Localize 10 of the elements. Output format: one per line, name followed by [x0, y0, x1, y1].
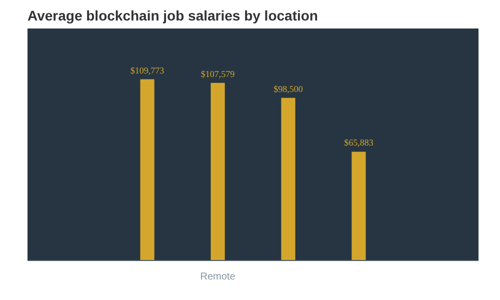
bar: [281, 98, 296, 260]
data-label: $65,883: [344, 138, 374, 148]
data-label: $109,773: [130, 65, 165, 76]
x-tick-label: Remote: [200, 272, 236, 282]
bar: [352, 152, 366, 260]
data-label: $107,579: [200, 68, 236, 79]
bar: [210, 82, 225, 260]
data-label: $98,500: [274, 84, 304, 94]
bar: [140, 79, 154, 260]
chart-title: Average blockchain job salaries by location: [28, 8, 318, 24]
